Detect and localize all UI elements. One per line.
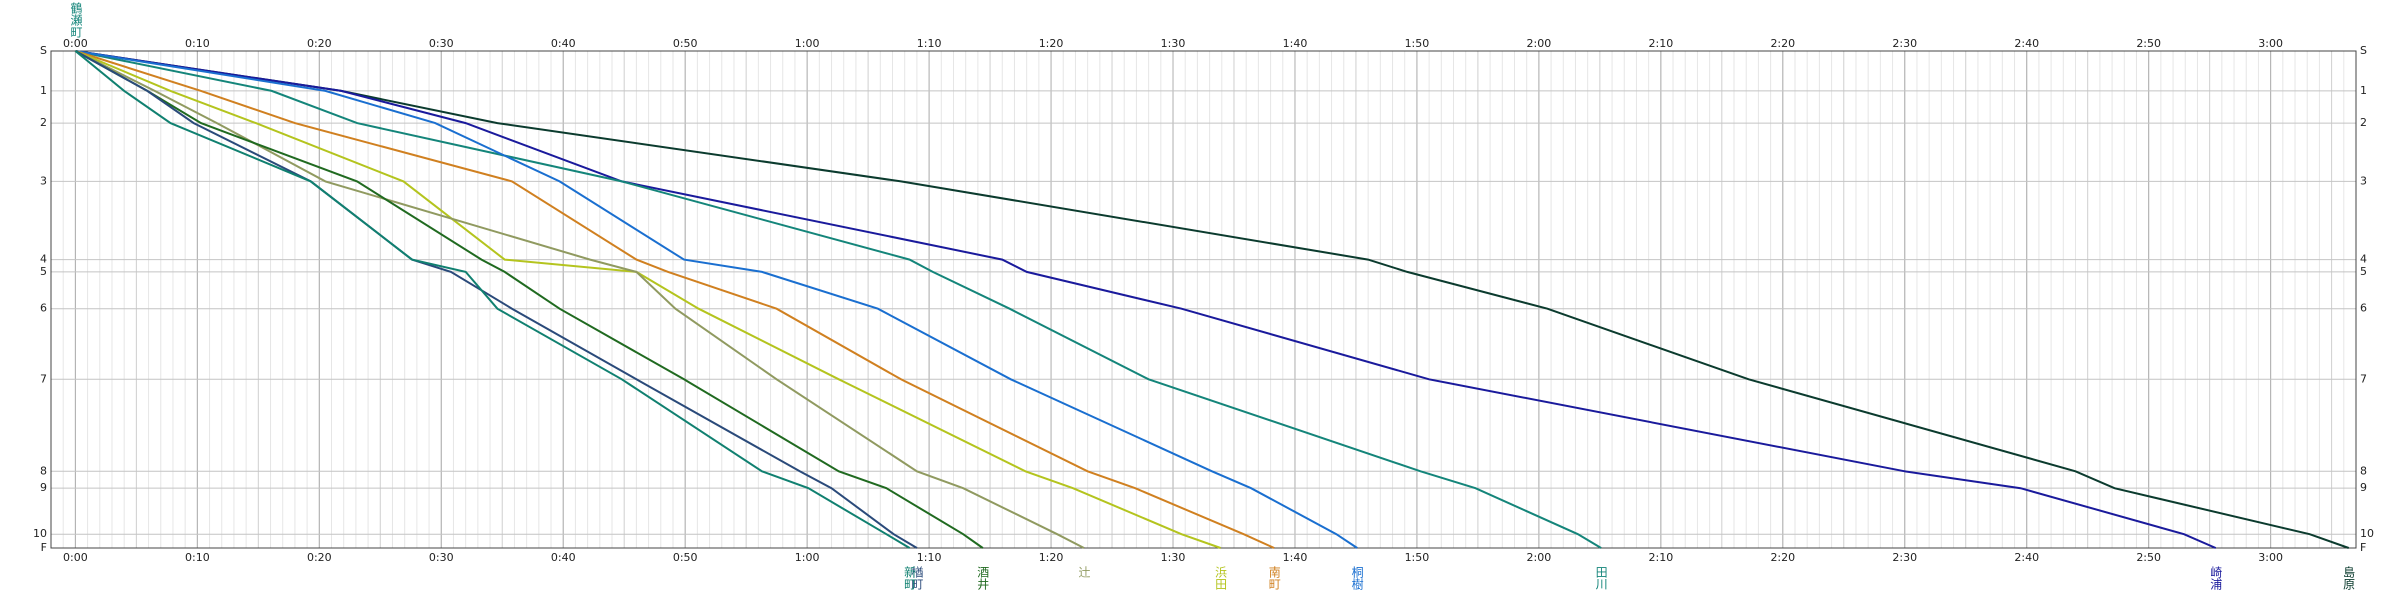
y-tick-label: S [40, 44, 47, 57]
x-tick-label: 0:40 [551, 551, 576, 564]
train-label: 島原 [2342, 565, 2356, 590]
train-line [74, 50, 1085, 549]
y-tick-label: 7 [40, 372, 47, 385]
x-tick-label: 0:50 [673, 37, 698, 50]
train-label: 南町 [1267, 565, 1281, 590]
x-tick-label: 1:50 [1405, 551, 1430, 564]
train-line [75, 50, 2350, 549]
x-tick-label: 2:50 [2136, 37, 2161, 50]
y-tick-label: 10 [2360, 527, 2374, 540]
y-tick-label: F [41, 541, 47, 554]
x-tick-label: 1:10 [917, 551, 942, 564]
x-tick-label: 2:10 [1648, 551, 1673, 564]
x-tick-label: 0:20 [307, 551, 332, 564]
y-tick-label: 1 [40, 84, 47, 97]
x-tick-label: 2:00 [1527, 37, 1552, 50]
train-line [74, 50, 911, 549]
x-tick-label: 0:50 [673, 551, 698, 564]
y-tick-label: 7 [2360, 372, 2367, 385]
x-tick-label: 2:30 [1892, 37, 1917, 50]
x-tick-label: 1:20 [1039, 551, 1064, 564]
y-tick-label: 4 [2360, 253, 2367, 266]
y-tick-label: 8 [40, 464, 47, 477]
train-line [74, 50, 984, 549]
plot-frame [50, 50, 2357, 549]
x-tick-label: 0:40 [551, 37, 576, 50]
train-label: 浜田 [1214, 566, 1228, 590]
x-tick-label: 2:40 [2014, 551, 2039, 564]
x-tick-label: 1:30 [1161, 551, 1186, 564]
y-tick-label: 2 [40, 116, 47, 129]
train-label: 楢町 [910, 565, 924, 590]
train-line [74, 50, 918, 549]
x-tick-label: 1:20 [1039, 37, 1064, 50]
x-tick-label: 3:00 [2258, 37, 2283, 50]
train-line [75, 50, 2217, 549]
y-tick-label: 5 [2360, 265, 2367, 278]
x-tick-label: 1:50 [1405, 37, 1430, 50]
train-line [75, 50, 1358, 549]
x-tick-label: 0:00 [63, 551, 88, 564]
train-label: 崎浦 [2209, 566, 2223, 591]
train-label: 田川 [1594, 566, 1608, 590]
train-label: 新町 [903, 565, 917, 590]
y-tick-label: 3 [2360, 174, 2367, 187]
train-line [75, 50, 1602, 549]
x-tick-label: 1:10 [917, 37, 942, 50]
x-tick-label: 2:00 [1527, 551, 1552, 564]
train-label: 酒井 [976, 566, 990, 591]
x-tick-label: 1:40 [1283, 37, 1308, 50]
x-tick-label: 1:40 [1283, 551, 1308, 564]
x-tick-label: 1:30 [1161, 37, 1186, 50]
y-tick-label: 9 [40, 481, 47, 494]
y-tick-label: 4 [40, 253, 47, 266]
y-tick-label: 9 [2360, 481, 2367, 494]
x-tick-label: 0:10 [185, 551, 210, 564]
y-tick-label: S [2360, 44, 2367, 57]
y-tick-label: 10 [33, 527, 47, 540]
x-tick-label: 0:10 [185, 37, 210, 50]
x-tick-label: 2:40 [2014, 37, 2039, 50]
x-tick-label: 1:00 [795, 551, 820, 564]
x-tick-label: 2:10 [1648, 37, 1673, 50]
x-tick-label: 0:30 [429, 37, 454, 50]
x-tick-label: 2:30 [1892, 551, 1917, 564]
x-tick-label: 2:20 [1770, 37, 1795, 50]
train-line [75, 50, 1221, 549]
y-tick-label: 6 [2360, 302, 2367, 315]
train-label: 辻 [1077, 566, 1091, 578]
y-tick-label: 2 [2360, 116, 2367, 129]
y-tick-label: 8 [2360, 464, 2367, 477]
origin-label: 鶴瀬町 [69, 1, 83, 38]
y-tick-label: 3 [40, 174, 47, 187]
x-tick-label: 3:00 [2258, 551, 2283, 564]
x-tick-label: 2:20 [1770, 551, 1795, 564]
x-tick-label: 0:00 [63, 37, 88, 50]
y-tick-label: F [2360, 541, 2366, 554]
y-tick-label: 5 [40, 265, 47, 278]
x-tick-label: 2:50 [2136, 551, 2161, 564]
y-tick-label: 6 [40, 302, 47, 315]
y-tick-label: 1 [2360, 84, 2367, 97]
x-tick-label: 1:00 [795, 37, 820, 50]
x-tick-label: 0:30 [429, 551, 454, 564]
train-label: 桐樹 [1350, 566, 1364, 590]
train-line [75, 50, 1275, 549]
x-tick-label: 0:20 [307, 37, 332, 50]
